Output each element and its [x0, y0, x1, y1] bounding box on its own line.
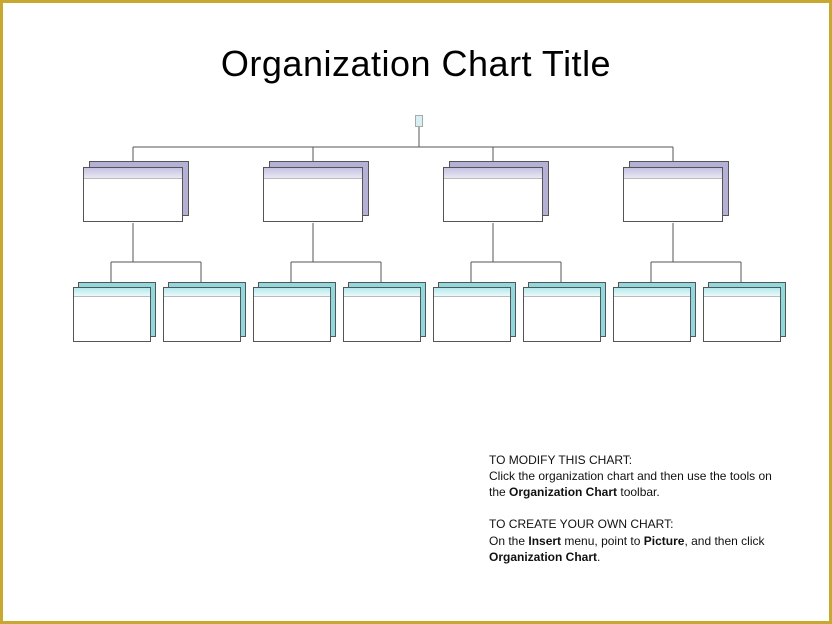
tier3-node	[343, 287, 421, 342]
modify-text-post: toolbar.	[617, 485, 660, 499]
create-text-1: On the	[489, 534, 528, 548]
create-text-2: menu, point to	[561, 534, 644, 548]
modify-instruction: TO MODIFY THIS CHART: Click the organiza…	[489, 452, 779, 501]
modify-heading: TO MODIFY THIS CHART:	[489, 453, 632, 467]
tier3-node	[73, 287, 151, 342]
tier3-node	[523, 287, 601, 342]
instructions-block: TO MODIFY THIS CHART: Click the organiza…	[489, 452, 779, 581]
root-node	[415, 115, 423, 127]
chart-title: Organization Chart Title	[43, 43, 789, 85]
tier3-node	[703, 287, 781, 342]
tier3-node	[253, 287, 331, 342]
connector-lines	[43, 97, 789, 397]
tier2-node	[263, 167, 363, 222]
create-bold-1: Insert	[528, 534, 561, 548]
create-bold-3: Organization Chart	[489, 550, 597, 564]
tier3-node	[163, 287, 241, 342]
create-heading: TO CREATE YOUR OWN CHART:	[489, 517, 673, 531]
create-instruction: TO CREATE YOUR OWN CHART: On the Insert …	[489, 516, 779, 565]
tier2-node	[443, 167, 543, 222]
create-bold-2: Picture	[644, 534, 685, 548]
tier3-node	[613, 287, 691, 342]
tier2-node	[83, 167, 183, 222]
tier3-node	[433, 287, 511, 342]
org-chart	[43, 97, 789, 397]
create-text-4: .	[597, 550, 600, 564]
modify-bold: Organization Chart	[509, 485, 617, 499]
create-text-3: , and then click	[684, 534, 764, 548]
tier2-node	[623, 167, 723, 222]
document-frame: Organization Chart Title	[0, 0, 832, 624]
